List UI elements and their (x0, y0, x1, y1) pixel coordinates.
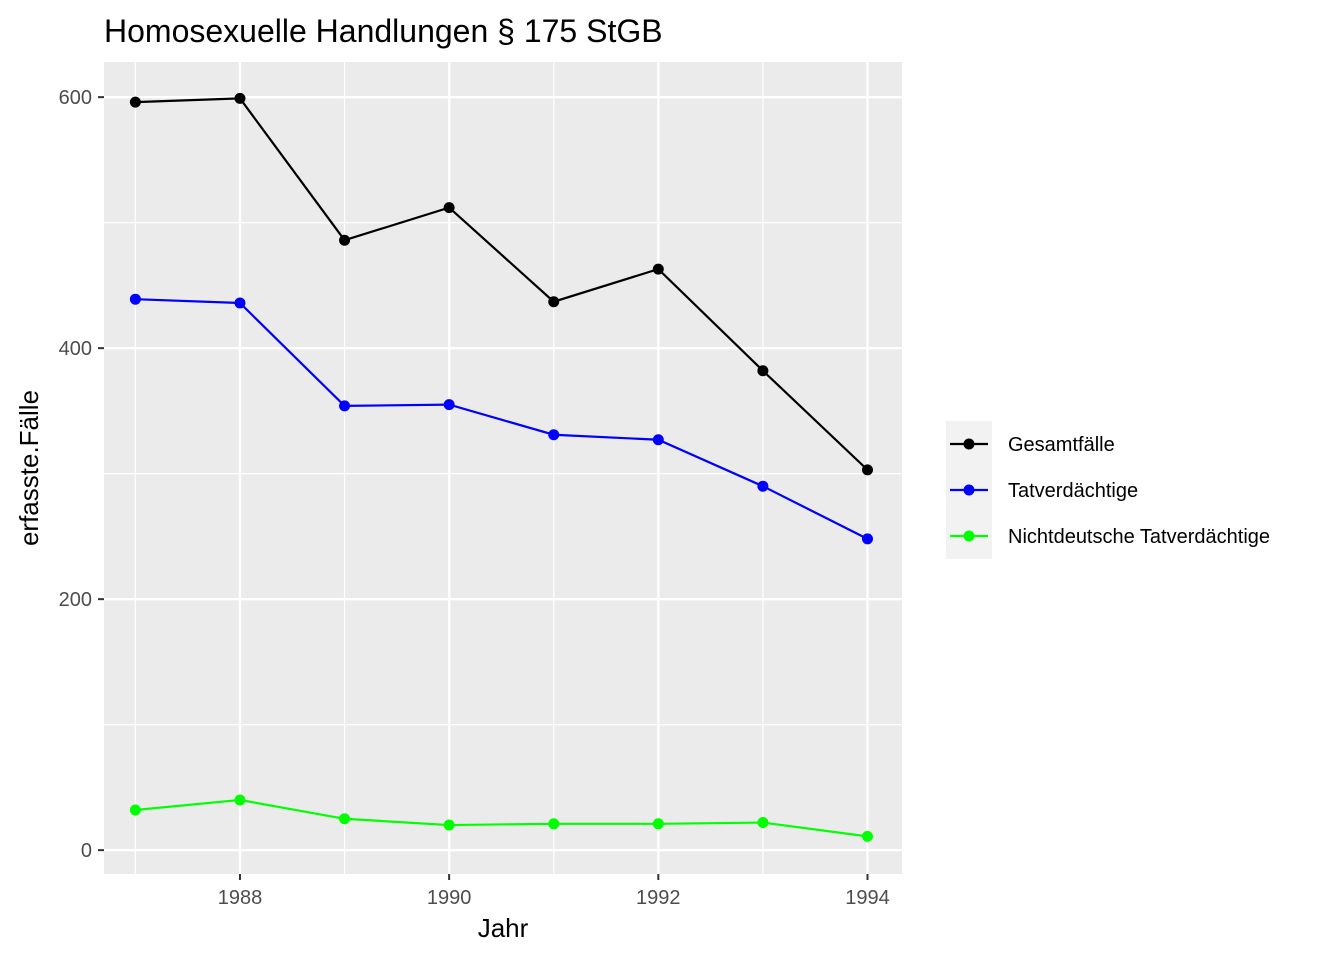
data-point (129, 96, 141, 108)
grid-major (104, 62, 902, 874)
data-point (652, 434, 664, 446)
data-point (548, 429, 560, 441)
legend: Gesamtfälle Tatverdächtige Nichtdeutsche T… (946, 421, 1270, 559)
data-point (129, 293, 141, 305)
data-point (652, 263, 664, 275)
legend-label: Tatverdächtige (1008, 480, 1138, 502)
data-point (443, 399, 455, 411)
series-1 (129, 293, 873, 545)
data-point (234, 297, 246, 309)
data-point (443, 819, 455, 831)
y-tick-label: 0 (81, 840, 92, 862)
series-0 (129, 92, 873, 476)
legend-item: Nichtdeutsche Tatverdächtige (950, 526, 1270, 548)
data-point (652, 818, 664, 830)
x-axis: 1988 1990 1992 1994 (218, 874, 890, 909)
data-point (757, 817, 769, 829)
legend-key-point (963, 530, 975, 542)
chart-title: Homosexuelle Handlungen § 175 StGB (104, 13, 663, 49)
data-point (861, 464, 873, 476)
data-point (548, 296, 560, 308)
series-line (135, 97, 869, 471)
data-point (757, 480, 769, 492)
legend-key-point (963, 484, 975, 496)
y-tick-label: 200 (59, 589, 92, 611)
data-point (129, 804, 141, 816)
series-line (135, 298, 868, 540)
series-line (135, 798, 868, 838)
x-tick-label: 1994 (845, 887, 890, 909)
data-point (339, 234, 351, 246)
x-tick-label: 1992 (636, 887, 681, 909)
data-point (234, 92, 246, 104)
y-axis: 0 200 400 600 (59, 87, 104, 862)
series-2 (129, 794, 873, 842)
plot-panel (104, 62, 902, 874)
x-axis-title: Jahr (478, 913, 529, 943)
series-layer (129, 92, 873, 842)
legend-key-point (963, 438, 975, 450)
y-tick-label: 600 (59, 87, 92, 109)
legend-item: Gesamtfälle (950, 434, 1115, 456)
grid-minor (104, 62, 902, 874)
data-point (339, 813, 351, 825)
y-tick-label: 400 (59, 338, 92, 360)
legend-item: Tatverdächtige (950, 480, 1138, 502)
data-point (548, 818, 560, 830)
x-tick-label: 1988 (218, 887, 263, 909)
data-point (443, 202, 455, 214)
data-point (861, 533, 873, 545)
x-tick-label: 1990 (427, 887, 472, 909)
legend-label: Gesamtfälle (1008, 434, 1115, 456)
y-axis-title: erfasste.Fälle (14, 390, 44, 546)
data-point (757, 365, 769, 377)
data-point (234, 794, 246, 806)
data-point (861, 830, 873, 842)
legend-label: Nichtdeutsche Tatverdächtige (1008, 526, 1270, 548)
data-point (339, 400, 351, 412)
